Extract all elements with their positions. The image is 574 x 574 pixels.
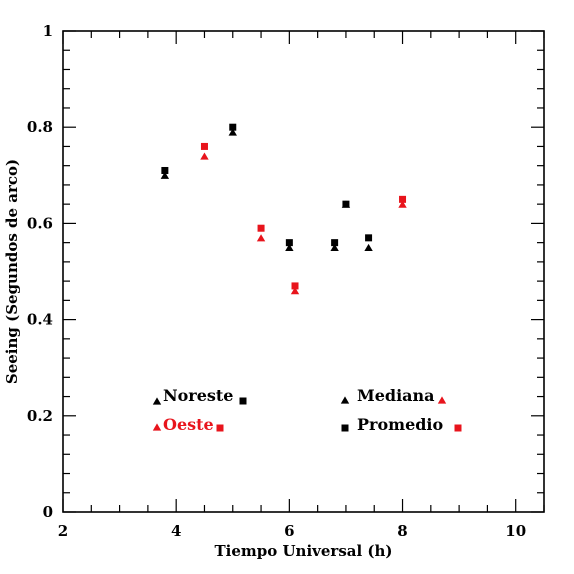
legend-oeste-label: Oeste: [163, 415, 214, 434]
legend-oeste-triangle-marker: [152, 423, 162, 431]
axis-ticks: [62, 30, 545, 513]
y-tick-label: 0.8: [27, 118, 53, 136]
point-noreste-promedio: [342, 200, 350, 208]
data-points: [160, 123, 407, 295]
legend-promedio-label: Promedio: [357, 415, 444, 434]
point-oeste-mediana: [200, 152, 209, 160]
point-oeste-mediana: [256, 234, 266, 242]
legend-entry-noreste: Noreste: [152, 386, 247, 405]
point-oeste-promedio: [291, 282, 299, 290]
legend-noreste-triangle-marker: [152, 397, 162, 405]
y-tick-label: 0: [43, 503, 53, 521]
legend-entry-mediana: Mediana: [340, 386, 447, 405]
point-noreste-promedio: [365, 234, 373, 242]
point-noreste-mediana: [160, 171, 170, 179]
legend-mediana-label: Mediana: [357, 386, 435, 405]
legend-mediana-black-triangle: [340, 396, 350, 404]
legend-oeste-square-marker: [216, 424, 224, 432]
legend-entry-promedio: Promedio: [341, 415, 462, 434]
x-tick-label: 4: [171, 522, 181, 540]
point-noreste-mediana: [285, 243, 294, 252]
y-tick-label: 0.6: [27, 214, 53, 232]
legend-promedio-red-square: [454, 424, 462, 432]
point-noreste-promedio: [229, 123, 237, 131]
y-tick-label: 0.2: [27, 407, 53, 425]
point-noreste-promedio: [285, 239, 293, 247]
x-tick-label: 2: [58, 522, 68, 540]
point-oeste-promedio: [257, 224, 265, 232]
point-noreste-promedio: [161, 166, 169, 174]
point-noreste-mediana: [228, 128, 237, 136]
y-axis-label: Seeing (Segundos de arco): [3, 159, 21, 384]
axis-tick-labels: 2 4 6 8 10 0 0.2 0.4 0.6 0.8 1: [27, 22, 526, 540]
legend-noreste-label: Noreste: [163, 386, 233, 405]
point-noreste-mediana: [364, 243, 373, 252]
point-noreste-mediana: [330, 243, 339, 252]
legend-entry-oeste: Oeste: [152, 415, 224, 434]
x-tick-label: 10: [505, 522, 526, 540]
point-noreste-promedio: [331, 239, 339, 247]
y-tick-label: 0.4: [27, 311, 53, 329]
point-oeste-promedio: [399, 195, 407, 203]
point-oeste-mediana: [398, 200, 407, 208]
point-oeste-promedio: [200, 142, 208, 150]
y-tick-label: 1: [43, 22, 53, 40]
x-axis-label: Tiempo Universal (h): [214, 542, 392, 560]
legend-mediana-red-triangle: [437, 396, 447, 404]
legend-promedio-black-square: [341, 424, 349, 432]
legend: Noreste Oeste Mediana Promedio: [152, 386, 462, 434]
point-oeste-mediana: [290, 287, 300, 295]
x-tick-label: 8: [397, 522, 407, 540]
plot-frame: [62, 30, 545, 513]
legend-noreste-square-marker: [239, 397, 247, 405]
x-tick-label: 6: [284, 522, 294, 540]
